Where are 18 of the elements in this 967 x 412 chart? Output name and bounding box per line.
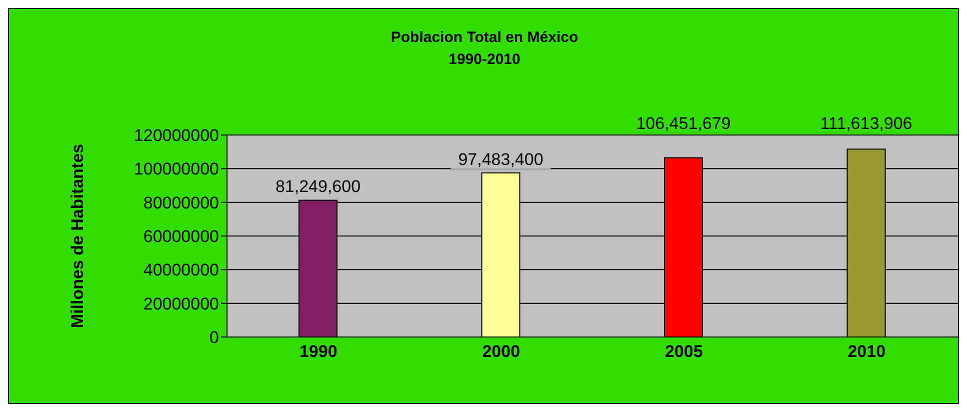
y-tick-label: 20000000 [143, 294, 219, 314]
y-tick-label: 0 [210, 328, 219, 348]
chart-subtitle: 1990-2010 [448, 50, 522, 70]
y-tick-label: 60000000 [143, 227, 219, 246]
y-tick-label: 40000000 [143, 260, 219, 280]
y-tick-label: 120000000 [134, 126, 219, 146]
y-axis-title: Millones de Habitantes [68, 144, 88, 328]
x-tick-label: 2000 [482, 342, 520, 362]
x-tick-label: 1990 [299, 342, 338, 362]
x-tick-label: 2010 [848, 342, 886, 362]
data-label: 97,483,400 [458, 150, 544, 169]
data-label: 106,451,679 [636, 114, 731, 133]
data-label: 111,613,906 [820, 114, 912, 133]
y-tick-label: 80000000 [143, 193, 219, 212]
y-tick-label: 100000000 [134, 160, 219, 179]
data-label: 81,249,600 [275, 177, 361, 196]
x-tick-label: 2005 [664, 342, 703, 362]
chart-title: Poblacion Total en México [390, 28, 580, 48]
